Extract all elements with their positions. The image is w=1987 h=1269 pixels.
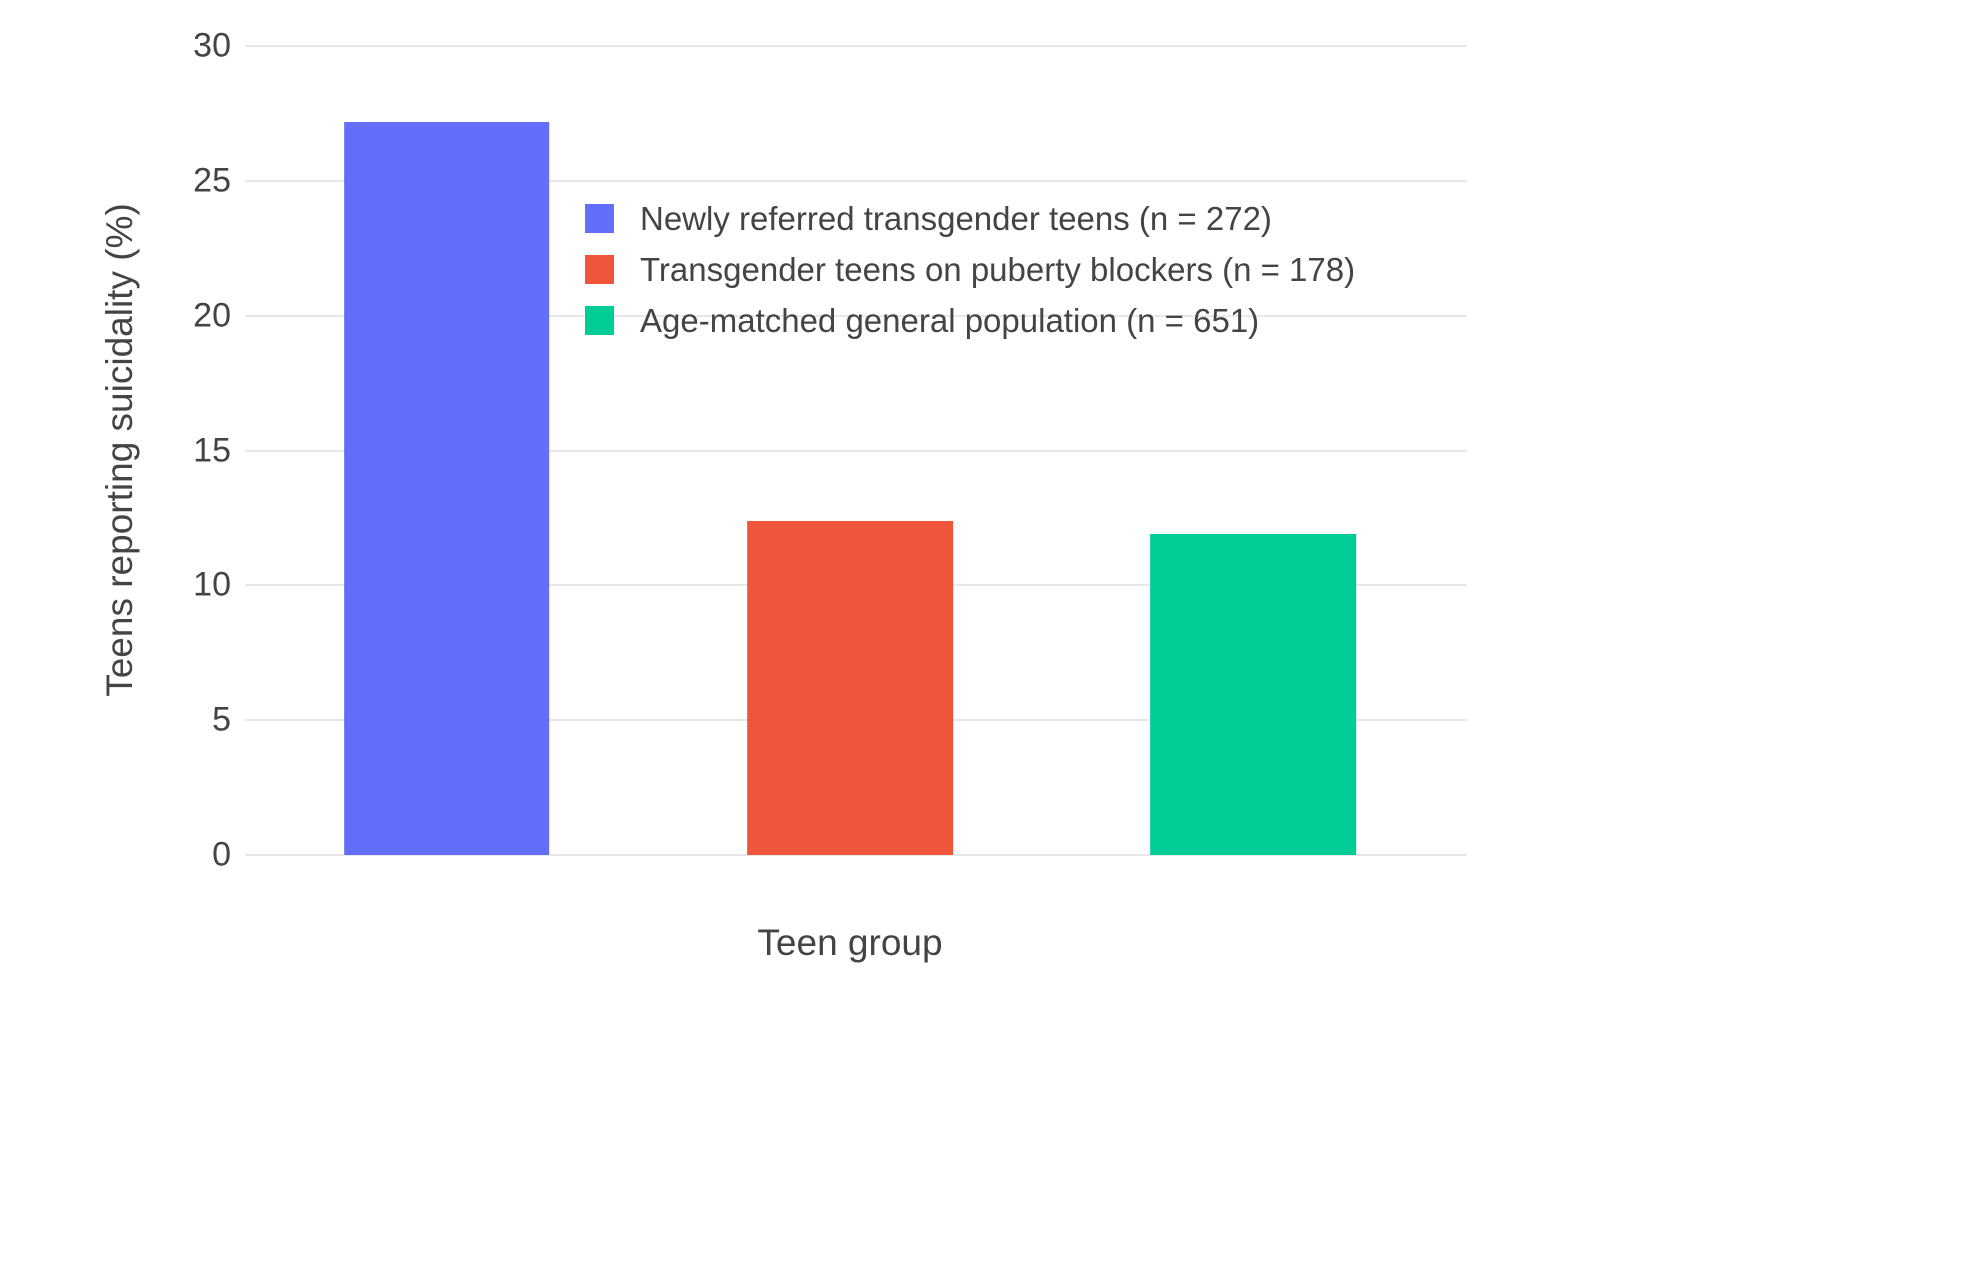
gridline	[245, 314, 1468, 317]
legend-label: Transgender teens on puberty blockers (n…	[640, 250, 1356, 288]
legend-item-2[interactable]: Transgender teens on puberty blockers (n…	[585, 249, 1355, 290]
legend-item-1[interactable]: Newly referred transgender teens (n = 27…	[585, 198, 1355, 239]
bar-slot	[1052, 46, 1455, 855]
bar-3	[1150, 534, 1357, 855]
y-tick-label: 25	[193, 161, 231, 200]
y-tick-label: 10	[193, 565, 231, 604]
bar-slot	[648, 46, 1051, 855]
legend-swatch	[585, 204, 614, 233]
y-tick-label: 30	[193, 26, 231, 65]
legend-swatch	[585, 306, 614, 335]
y-tick-label: 20	[193, 296, 231, 335]
bar-2	[747, 520, 953, 855]
legend-label: Age-matched general population (n = 651)	[640, 301, 1260, 339]
legend-swatch	[585, 255, 614, 284]
bar-1	[343, 121, 550, 855]
legend-item-3[interactable]: Age-matched general population (n = 651)	[585, 300, 1355, 341]
gridline	[245, 449, 1468, 452]
gridline	[245, 179, 1468, 182]
gridline	[245, 45, 1468, 47]
plot-area	[245, 45, 1468, 856]
y-tick-label: 15	[193, 431, 231, 469]
y-tick-label: 0	[212, 835, 231, 874]
x-axis-title: Teen group	[757, 922, 943, 963]
gridline	[245, 854, 1468, 856]
y-tick-label: 5	[212, 700, 231, 739]
legend: Newly referred transgender teens (n = 27…	[585, 198, 1355, 341]
bar-slot	[245, 46, 648, 855]
legend-label: Newly referred transgender teens (n = 27…	[640, 199, 1272, 237]
